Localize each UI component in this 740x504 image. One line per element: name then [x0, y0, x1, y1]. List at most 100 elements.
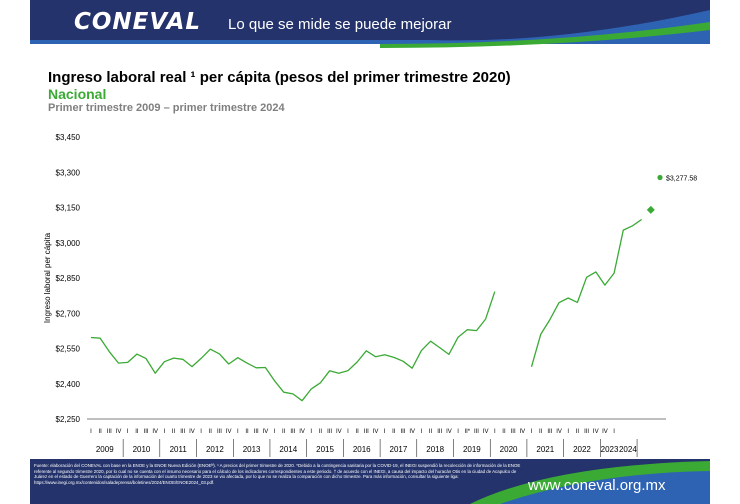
quarter-tick-label: III: [364, 429, 369, 435]
quarter-tick-label: III: [511, 429, 516, 435]
year-tick-label: 2019: [463, 445, 481, 454]
series-line: [90, 218, 642, 402]
quarter-tick-label: III: [547, 429, 552, 435]
quarter-tick-label: I: [90, 429, 92, 435]
y-tick-label: $3,150: [56, 204, 81, 213]
quarter-tick-label: IV: [373, 429, 379, 435]
line-chart: $2,250 $2,400 $2,550 $2,700 $2,850 $3,000 $3,1…: [43, 133, 697, 457]
quarter-tick-label: IV: [409, 429, 415, 435]
quarter-tick-label: IV: [189, 429, 195, 435]
quarter-tick-label: I: [310, 429, 312, 435]
quarter-tick-label: IV: [263, 429, 269, 435]
year-tick-label: 2015: [316, 445, 334, 454]
quarter-tick-label: II*: [464, 429, 470, 435]
quarter-tick-label: IV: [336, 429, 342, 435]
source-footnote: Fuente: elaboración del CONEVAL con base…: [34, 463, 521, 485]
quarter-tick-label: II: [319, 429, 323, 435]
quarter-tick-label: I: [457, 429, 459, 435]
quarter-tick-label: I: [237, 429, 239, 435]
chart-title: Ingreso laboral real ¹ per cápita (pesos…: [48, 69, 511, 86]
quarter-tick-label: IV: [226, 429, 232, 435]
quarter-tick-label: II: [539, 429, 543, 435]
header-banner: CONEVAL Lo que se mide se puede mejorar: [0, 0, 740, 48]
header-tagline: Lo que se mide se puede mejorar: [228, 16, 452, 33]
y-tick-label: $2,250: [56, 415, 81, 424]
quarter-tick-label: II: [282, 429, 286, 435]
quarter-tick-label: III: [584, 429, 589, 435]
quarter-tick-label: III: [290, 429, 295, 435]
quarter-tick-label: III: [107, 429, 112, 435]
year-tick-label: 2014: [279, 445, 297, 454]
quarter-tick-label: IV: [152, 429, 158, 435]
quarter-tick-label: III: [254, 429, 259, 435]
data-label: $3,277.58: [666, 176, 697, 183]
quarter-tick-label: I: [421, 429, 423, 435]
header-background: [30, 0, 710, 48]
y-tick-label: $3,450: [56, 133, 81, 142]
year-tick-label: 2009: [96, 445, 114, 454]
year-tick-label: 2023: [601, 445, 619, 454]
year-tick-label: 2017: [390, 445, 408, 454]
y-tick-label: $3,300: [56, 168, 81, 177]
year-tick-label: 2022: [573, 445, 591, 454]
quarter-tick-label: IV: [446, 429, 452, 435]
quarter-tick-label: II: [392, 429, 396, 435]
quarter-tick-label: II: [355, 429, 359, 435]
quarter-tick-label: I: [127, 429, 129, 435]
quarter-tick-label: III: [217, 429, 222, 435]
y-tick-label: $2,700: [56, 309, 81, 318]
quarter-tick-label: IV: [556, 429, 562, 435]
quarter-tick-label: I: [347, 429, 349, 435]
quarter-tick-label: I: [531, 429, 533, 435]
marker-diamond: [646, 205, 655, 214]
quarter-tick-label: III: [327, 429, 332, 435]
y-tick-label: $2,400: [56, 380, 81, 389]
quarter-tick-label: II: [429, 429, 433, 435]
quarter-tick-label: I: [274, 429, 276, 435]
chart-subtitle: Nacional: [48, 86, 107, 102]
quarter-tick-label: III: [144, 429, 149, 435]
quarter-tick-label: I: [384, 429, 386, 435]
y-tick-label: $3,000: [56, 239, 81, 248]
quarter-tick-label: IV: [593, 429, 599, 435]
quarter-tick-label: II: [245, 429, 249, 435]
quarter-tick-label: II: [135, 429, 139, 435]
quarter-tick-label: III: [401, 429, 406, 435]
marker-point: [657, 174, 663, 181]
quarter-tick-label: III: [437, 429, 442, 435]
y-axis-title: Ingreso laboral per cápita: [43, 232, 52, 323]
quarter-tick-label: IV: [602, 429, 608, 435]
quarter-tick-label: I: [200, 429, 202, 435]
year-tick-label: 2013: [243, 445, 261, 454]
quarter-tick-label: III: [180, 429, 185, 435]
year-tick-label: 2018: [426, 445, 444, 454]
quarter-tick-label: I: [164, 429, 166, 435]
quarter-tick-label: I: [567, 429, 569, 435]
year-tick-label: 2016: [353, 445, 371, 454]
quarter-tick-label: IV: [299, 429, 305, 435]
quarter-tick-label: II: [502, 429, 506, 435]
quarter-tick-label: IV: [520, 429, 526, 435]
quarter-tick-label: III: [474, 429, 479, 435]
y-tick-label: $2,550: [56, 345, 81, 354]
quarter-tick-label: I: [613, 429, 615, 435]
quarter-tick-label: II: [172, 429, 176, 435]
year-tick-label: 2021: [536, 445, 554, 454]
quarter-tick-label: I: [494, 429, 496, 435]
footer-background: [30, 459, 710, 504]
chart-period: Primer trimestre 2009 – primer trimestre…: [48, 102, 285, 114]
year-tick-label: 2011: [170, 445, 188, 454]
coneval-logo: CONEVAL: [74, 9, 202, 35]
footer-banner: Fuente: elaboración del CONEVAL con base…: [30, 459, 740, 504]
y-tick-label: $2,850: [56, 274, 81, 283]
quarter-tick-label: II: [209, 429, 213, 435]
quarter-tick-label: II: [99, 429, 103, 435]
website-link[interactable]: www.coneval.org.mx: [528, 477, 666, 494]
year-tick-label: 2010: [133, 445, 151, 454]
quarter-tick-label: II: [576, 429, 580, 435]
year-tick-label: 2012: [206, 445, 224, 454]
quarter-tick-label: IV: [116, 429, 122, 435]
year-tick-label: 2024: [619, 445, 637, 454]
year-tick-label: 2020: [500, 445, 518, 454]
quarter-tick-label: IV: [483, 429, 489, 435]
